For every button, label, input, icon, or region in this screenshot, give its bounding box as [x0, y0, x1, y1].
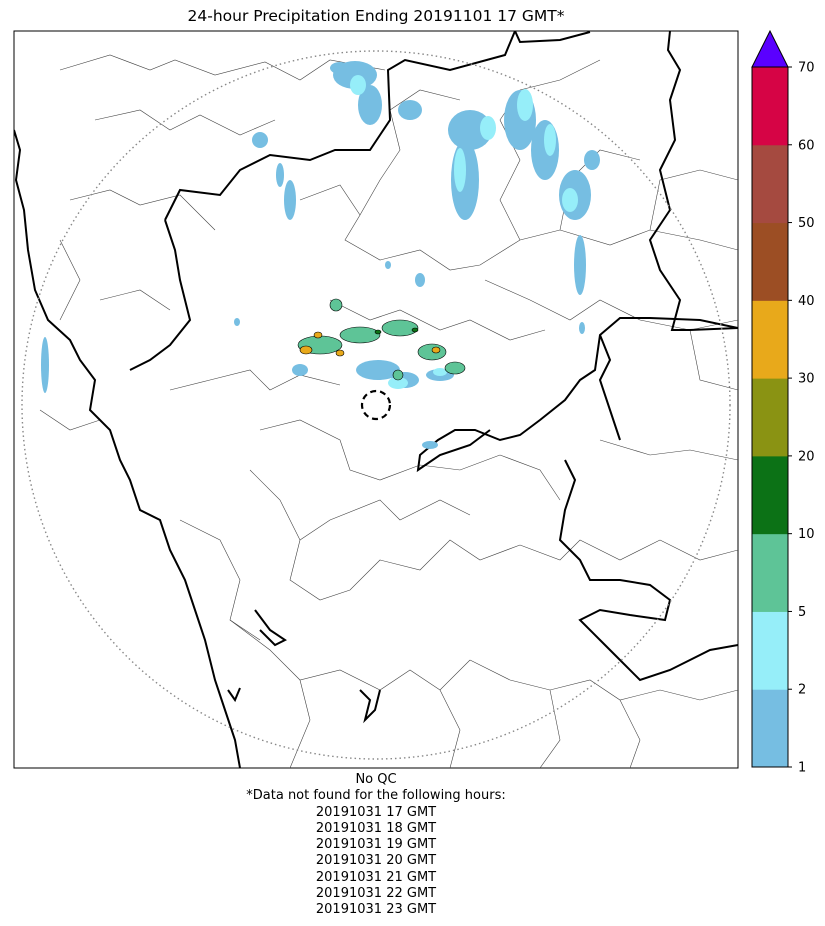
- missing-hour: 20191031 23 GMT: [315, 902, 437, 918]
- colorbar-tick-label: 60: [798, 138, 815, 153]
- missing-hour: 20191031 18 GMT: [315, 820, 437, 836]
- colorbar-segment: [752, 222, 788, 301]
- precip-moderate: [350, 75, 578, 389]
- missing-hour: 20191031 20 GMT: [315, 853, 437, 869]
- missing-hour: 20191031 17 GMT: [315, 804, 437, 820]
- colorbar-segment: [752, 378, 788, 457]
- radar-range-ring: [21, 50, 731, 760]
- colorbar-tick-label: 1: [798, 761, 806, 776]
- colorbar-tick-label: 40: [798, 294, 815, 309]
- precip-band: [297, 298, 466, 381]
- state-boundaries: [14, 31, 738, 768]
- colorbar-segment: [752, 67, 788, 146]
- colorbar-segment: [752, 689, 788, 768]
- colorbar-segment: [752, 300, 788, 379]
- missing-hour: 20191031 22 GMT: [315, 886, 437, 902]
- missing-hour: 20191031 19 GMT: [315, 837, 437, 853]
- colorbar-segment: [752, 144, 788, 224]
- colorbar-segment: [752, 611, 788, 690]
- colorbar-tick-label: 70: [798, 61, 815, 76]
- colorbar-tick-label: 2: [798, 683, 806, 698]
- colorbar-tick-label: 5: [798, 605, 806, 620]
- colorbar-frame: [751, 66, 789, 768]
- colorbar-tick-label: 20: [798, 449, 815, 464]
- radar-site-marker: [360, 389, 392, 421]
- colorbar-tick-label: 10: [798, 527, 815, 542]
- colorbar-tick-label: 30: [798, 372, 815, 387]
- missing-header: *Data not found for the following hours:: [246, 788, 506, 804]
- data-notes: No QC *Data not found for the following …: [0, 772, 752, 919]
- colorbar-tick-label: 50: [798, 216, 815, 231]
- district-boundaries: [39, 54, 738, 768]
- colorbar-segment: [752, 533, 788, 612]
- missing-hour: 20191031 21 GMT: [315, 869, 437, 885]
- map-frame: [13, 30, 739, 769]
- precipitation-map: [13, 30, 739, 769]
- map-title: 24-hour Precipitation Ending 20191101 17…: [187, 7, 565, 25]
- qc-label: No QC: [355, 772, 397, 787]
- colorbar-segment: [752, 455, 788, 535]
- colorbar-extend-arrow: [751, 29, 789, 68]
